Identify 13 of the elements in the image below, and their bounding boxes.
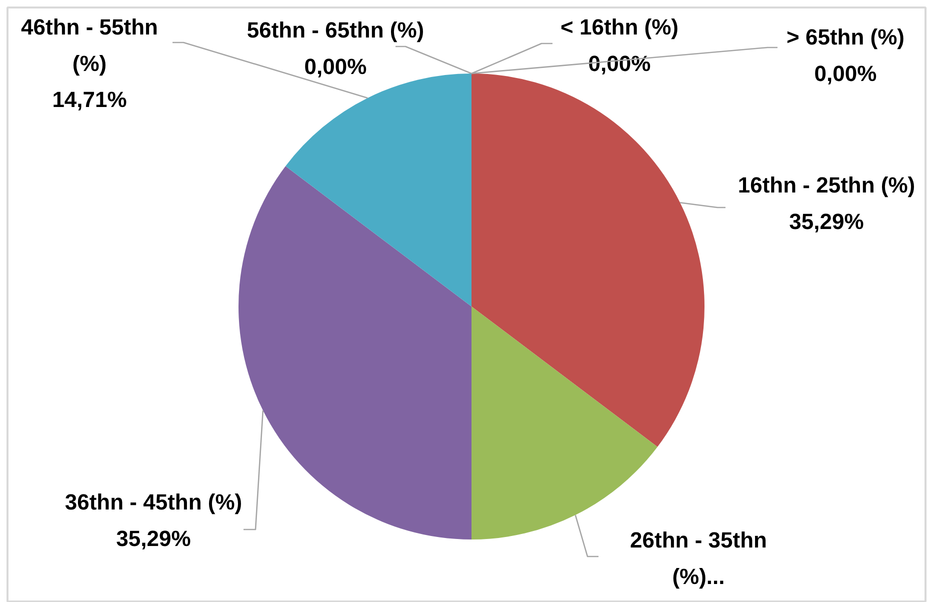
slice-label: 36thn - 45thn (%): [64, 490, 242, 514]
category-label: 56thn - 65thn (%): [246, 18, 424, 42]
slice-label: 26thn - 35thn (%)...: [630, 528, 767, 589]
category-label: < 16thn (%): [560, 14, 678, 40]
text: 0,00%: [304, 54, 367, 79]
data-label: 14,71%: [52, 87, 127, 112]
slice-label: 46thn - 55thn (%): [21, 14, 158, 76]
data-label: 35,29%: [789, 208, 864, 234]
category-label: > 65thn (%): [786, 24, 904, 50]
text: 0,00%: [588, 50, 651, 76]
text: 0,00%: [814, 60, 877, 86]
data-label: 35,29%: [116, 526, 191, 551]
slice-label: 16thn - 25thn (%): [738, 172, 916, 198]
